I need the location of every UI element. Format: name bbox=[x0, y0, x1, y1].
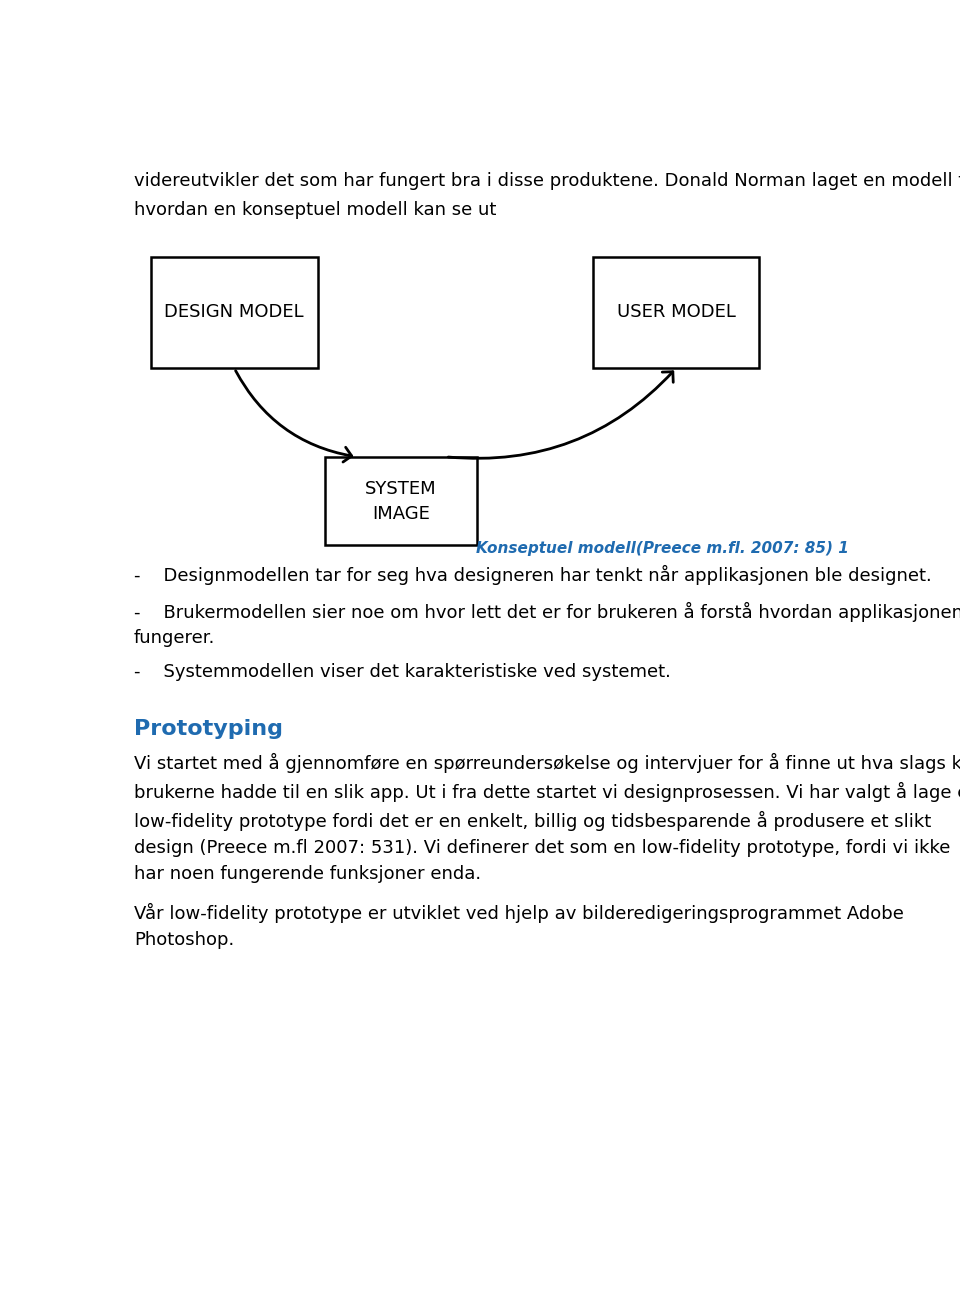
Text: -    Designmodellen tar for seg hva designeren har tenkt når applikasjonen ble d: - Designmodellen tar for seg hva designe… bbox=[134, 565, 932, 584]
Text: DESIGN MODEL: DESIGN MODEL bbox=[164, 304, 304, 321]
Text: videreutvikler det som har fungert bra i disse produktene. Donald Norman laget e: videreutvikler det som har fungert bra i… bbox=[134, 172, 960, 190]
Text: Vi startet med å gjennomføre en spørreundersøkelse og intervjuer for å finne ut : Vi startet med å gjennomføre en spørreun… bbox=[134, 754, 960, 883]
Text: SYSTEM
IMAGE: SYSTEM IMAGE bbox=[365, 480, 437, 523]
Text: -    Brukermodellen sier noe om hvor lett det er for brukeren å forstå hvordan a: - Brukermodellen sier noe om hvor lett d… bbox=[134, 601, 960, 647]
Text: -    Systemmodellen viser det karakteristiske ved systemet.: - Systemmodellen viser det karakteristis… bbox=[134, 664, 671, 681]
Text: Konseptuel modell(Preece m.fl. 2007: 85) 1: Konseptuel modell(Preece m.fl. 2007: 85)… bbox=[475, 541, 849, 557]
Text: Prototyping: Prototyping bbox=[134, 719, 283, 738]
Bar bbox=[592, 257, 759, 368]
Bar bbox=[325, 456, 476, 545]
Bar bbox=[151, 257, 318, 368]
Text: Vår low-fidelity prototype er utviklet ved hjelp av bilderedigeringsprogrammet A: Vår low-fidelity prototype er utviklet v… bbox=[134, 904, 903, 949]
Text: USER MODEL: USER MODEL bbox=[616, 304, 735, 321]
Text: hvordan en konseptuel modell kan se ut: hvordan en konseptuel modell kan se ut bbox=[134, 201, 496, 219]
